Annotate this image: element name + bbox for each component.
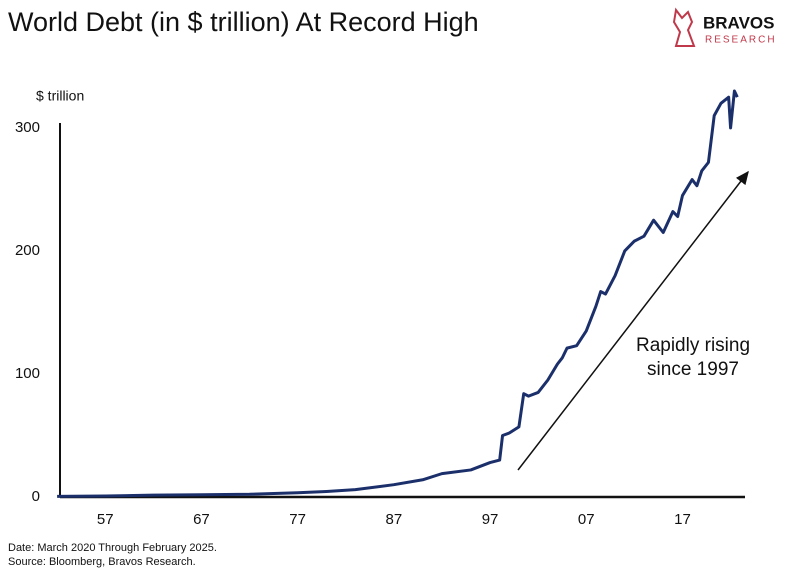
- chart-title: World Debt (in $ trillion) At Record Hig…: [8, 7, 479, 37]
- x-tick-label: 77: [289, 511, 306, 528]
- x-tick-label: 97: [482, 511, 499, 528]
- y-tick-label: 300: [15, 119, 40, 136]
- note: Date: March 2020 Through February 2025.: [8, 542, 217, 554]
- y-axis-label: $ trillion: [36, 88, 84, 104]
- data-line: [57, 89, 739, 498]
- annotation: Rapidly rising: [636, 335, 750, 356]
- y-tick-label: 100: [15, 365, 40, 382]
- y-tick-label: 0: [32, 488, 40, 505]
- annotation: since 1997: [647, 359, 739, 380]
- brand-name: BRAVOS: [703, 13, 774, 32]
- x-tick-label: 17: [674, 511, 691, 528]
- x-tick-label: 67: [193, 511, 210, 528]
- trend-arrow: [517, 170, 749, 471]
- note: Source: Bloomberg, Bravos Research.: [8, 556, 196, 568]
- brand-tagline: RESEARCH: [705, 35, 777, 46]
- x-tick-label: 57: [97, 511, 114, 528]
- y-tick-label: 200: [15, 242, 40, 259]
- x-tick-label: 87: [385, 511, 402, 528]
- logo-icon: [672, 7, 696, 47]
- x-tick-label: 07: [578, 511, 595, 528]
